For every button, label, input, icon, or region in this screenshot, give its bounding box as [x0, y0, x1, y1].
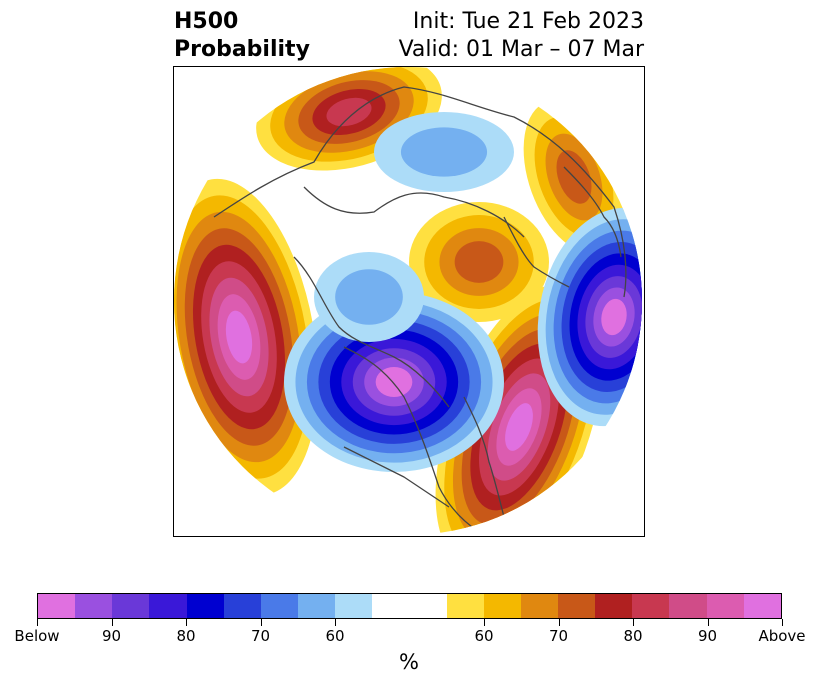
title-right: Init: Tue 21 Feb 2023 Valid: 01 Mar – 07…: [399, 8, 644, 64]
below-trough-arctic-contour-1: [335, 269, 403, 325]
colorbar-tick-label: 60: [325, 627, 345, 645]
colorbar-swatch-12: [520, 594, 558, 618]
above-ridge-central-russia: [409, 202, 549, 322]
coastline-eurasia: [213, 86, 627, 298]
colorbar-swatch-1: [75, 594, 113, 618]
colorbar-unit: %: [399, 650, 419, 674]
below-trough-siberia: [374, 112, 514, 192]
colorbar-tick-label: 90: [697, 627, 718, 645]
colorbar-swatch-11: [483, 594, 521, 618]
colorbar-swatch-6: [260, 594, 298, 618]
title-quantity: Probability: [174, 37, 310, 62]
colorbar-tick-label: 70: [548, 627, 569, 645]
colorbar-swatch-18: [743, 594, 781, 618]
colorbar-swatch-7: [297, 594, 336, 618]
above-ridge-central-russia-contour-3: [454, 241, 504, 283]
title-left: H500 Probability: [174, 8, 310, 64]
colorbar-tick-mark: [633, 619, 634, 626]
colorbar-tick-mark: [707, 619, 709, 626]
colorbar-tick-label: 80: [176, 627, 196, 645]
valid-range: Valid: 01 Mar – 07 Mar: [398, 37, 644, 62]
border-us-canada: [343, 446, 450, 508]
colorbar: [37, 593, 782, 619]
colorbar-tick-mark: [484, 619, 485, 626]
colorbar-swatch-14: [595, 594, 633, 618]
coastline-north-america-west: [343, 346, 480, 533]
coastline-alaska-canada: [293, 256, 450, 408]
colorbar-swatch-3: [149, 594, 187, 618]
below-trough-siberia-contour-1: [400, 127, 488, 177]
colorbar-tick-label: 70: [250, 627, 271, 645]
colorbar-tick-label: Below: [14, 627, 60, 645]
coastline-arctic-russia: [303, 186, 525, 238]
colorbar-swatch-10: [446, 594, 484, 618]
colorbar-tick-mark: [37, 619, 38, 626]
below-core-western-canada-us: [284, 292, 504, 472]
colorbar-tick-label: 80: [623, 627, 643, 645]
above-core-eastern-us-atlantic-contour-8: [505, 403, 533, 451]
colorbar-tick-label: Above: [758, 627, 806, 645]
colorbar-swatch-15: [632, 594, 670, 618]
colorbar-swatch-13: [557, 594, 596, 618]
colorbar-tick-label: 90: [101, 627, 122, 645]
map-svg: [174, 67, 642, 535]
init-date: Init: Tue 21 Feb 2023: [412, 9, 644, 34]
colorbar-tick-mark: [260, 619, 262, 626]
colorbar-swatch-16: [669, 594, 707, 618]
probability-map: [173, 66, 645, 537]
colorbar-swatch-0: [38, 594, 76, 618]
colorbar-tick-mark: [111, 619, 113, 626]
above-ridge-east-asia-arctic-contour-5: [326, 97, 372, 127]
colorbar-swatch-5: [223, 594, 261, 618]
coastlines: [213, 86, 627, 533]
coastline-scandinavia: [563, 166, 622, 258]
colorbar-tick-mark: [186, 619, 187, 626]
colorbar-swatch-8: [335, 594, 373, 618]
below-trough-arctic: [314, 252, 424, 342]
colorbar-swatch-4: [186, 594, 224, 618]
above-core-north-pacific-contour-8: [225, 310, 253, 364]
below-core-north-atlantic-greenland-contour-8: [601, 298, 627, 336]
title-variable: H500: [174, 9, 239, 34]
colorbar-tick-mark: [335, 619, 336, 626]
colorbar-tick-mark: [558, 619, 560, 626]
coastline-north-america-east: [463, 396, 505, 518]
colorbar-swatch-9: [372, 594, 447, 618]
above-core-north-pacific: [174, 178, 318, 496]
coastline-greenland: [503, 216, 570, 288]
colorbar-tick-label: 60: [474, 627, 494, 645]
below-core-western-canada-us-contour-8: [375, 367, 413, 397]
colorbar-swatch-17: [706, 594, 744, 618]
colorbar-swatch-2: [112, 594, 150, 618]
colorbar-tick-mark: [782, 619, 783, 626]
